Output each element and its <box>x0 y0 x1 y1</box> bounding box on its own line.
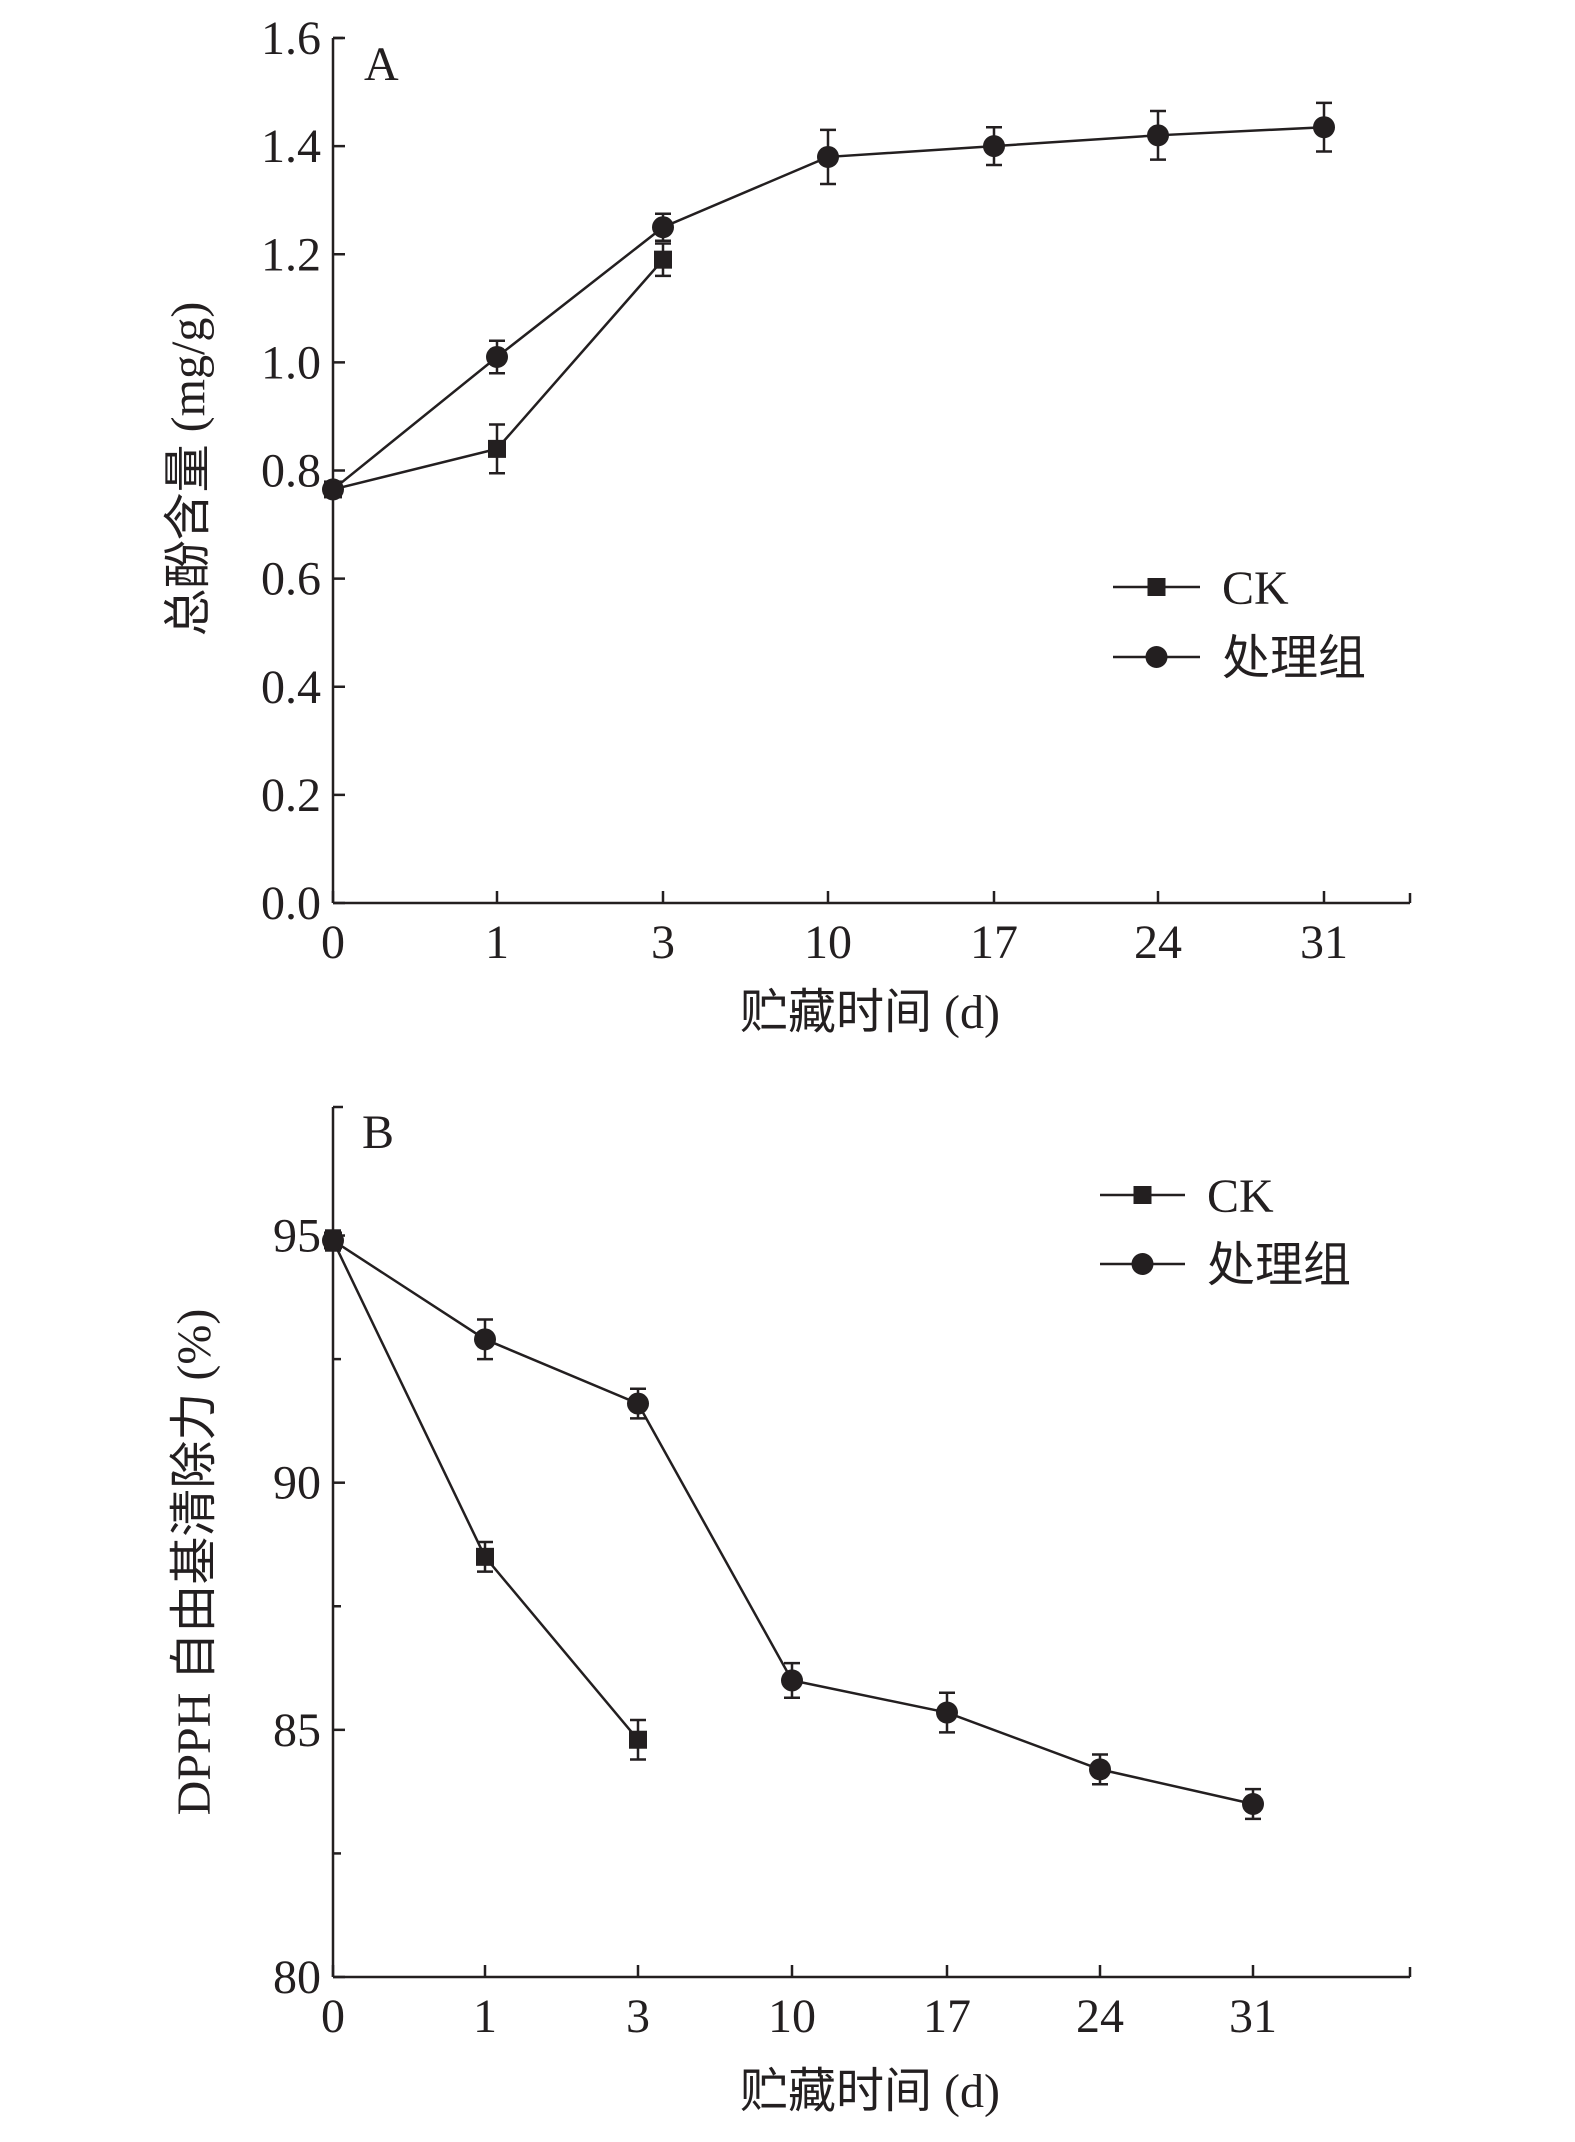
legend-label: CK <box>1207 1170 1274 1223</box>
x-tick-label: 10 <box>768 1990 816 2043</box>
data-point-circle <box>817 145 839 168</box>
y-tick-label: 1.6 <box>261 12 321 65</box>
x-tick-label: 17 <box>970 916 1018 969</box>
data-point-circle <box>1242 1792 1264 1815</box>
series-line <box>332 1239 1254 1806</box>
legend-marker-circle <box>1145 646 1168 668</box>
x-axis-title: 贮藏时间 (d) <box>740 986 1000 1039</box>
data-point-square <box>654 250 672 269</box>
y-tick-label: 85 <box>273 1704 321 1757</box>
x-tick-label: 24 <box>1134 916 1182 969</box>
legend-entry: 处理组 <box>1100 1239 1351 1292</box>
data-point-circle <box>781 1669 803 1692</box>
data-point-circle <box>1089 1758 1111 1781</box>
data-point-circle <box>652 216 674 239</box>
legend-marker-square <box>1147 578 1166 596</box>
y-tick-label: 1.2 <box>261 228 321 281</box>
y-tick-label: 0.8 <box>261 445 321 498</box>
y-tick-label: 0.0 <box>261 877 321 930</box>
y-tick-label: 0.2 <box>261 769 321 822</box>
series-ck <box>324 1229 647 1761</box>
x-tick-label: 3 <box>651 916 675 969</box>
y-tick-label: 80 <box>273 1951 321 2004</box>
y-tick-label: 0.6 <box>261 553 321 606</box>
x-tick-label: 1 <box>485 916 509 969</box>
legend-marker-square <box>1133 1186 1152 1204</box>
panel-label: B <box>362 1106 394 1159</box>
series-treatment <box>322 1229 1264 1821</box>
data-point-circle <box>983 135 1005 158</box>
series-treatment <box>322 101 1335 501</box>
data-point-circle <box>936 1701 958 1724</box>
data-point-square <box>476 1547 494 1566</box>
legend-entry: CK <box>1100 1170 1274 1223</box>
data-point-circle <box>486 345 508 368</box>
data-point-square <box>629 1730 647 1749</box>
data-point-square <box>488 439 506 458</box>
legend-label: 处理组 <box>1207 1239 1351 1292</box>
x-tick-label: 24 <box>1076 1990 1124 2043</box>
legend-entry: CK <box>1113 562 1289 615</box>
data-point-circle <box>322 478 344 501</box>
data-point-circle <box>322 1229 344 1252</box>
y-axis-title: 总酚含量 (mg/g) <box>162 302 215 637</box>
legend-label: CK <box>1222 562 1289 615</box>
x-tick-label: 0 <box>321 1990 345 2043</box>
series-line <box>331 1239 639 1741</box>
legend-marker-circle <box>1131 1253 1154 1275</box>
y-tick-label: 1.4 <box>261 120 321 173</box>
panel-label: A <box>364 38 399 91</box>
x-tick-label: 10 <box>804 916 852 969</box>
data-point-circle <box>1147 124 1169 147</box>
y-axis-title: DPPH 自由基清除力 (%) <box>168 1309 221 1816</box>
chart-panel-a: 0.0 0.2 0.4 0.6 0.8 1.0 1.2 1.4 1.6 0 1 3 10 17 24 31 贮藏… <box>162 12 1412 1039</box>
y-tick-label: 95 <box>273 1210 321 1263</box>
x-tick-label: 31 <box>1300 916 1348 969</box>
data-point-circle <box>1313 116 1335 139</box>
chart-panel-b: 80 85 90 95 0 1 3 10 17 24 31 贮藏时间 (d) DPPH 自由基清除力 (… <box>168 1105 1412 2118</box>
x-tick-label: 0 <box>321 916 345 969</box>
data-point-circle <box>627 1392 649 1415</box>
y-tick-label: 0.4 <box>261 661 321 714</box>
x-tick-label: 1 <box>473 1990 497 2043</box>
x-tick-label: 31 <box>1229 1990 1277 2043</box>
legend-entry: 处理组 <box>1113 632 1366 685</box>
data-point-circle <box>474 1328 496 1351</box>
legend-label: 处理组 <box>1222 632 1366 685</box>
x-tick-label: 3 <box>626 1990 650 2043</box>
y-tick-label: 90 <box>273 1457 321 1510</box>
x-tick-label: 17 <box>923 1990 971 2043</box>
y-tick-label: 1.0 <box>261 336 321 389</box>
x-axis-title: 贮藏时间 (d) <box>740 2065 1000 2118</box>
